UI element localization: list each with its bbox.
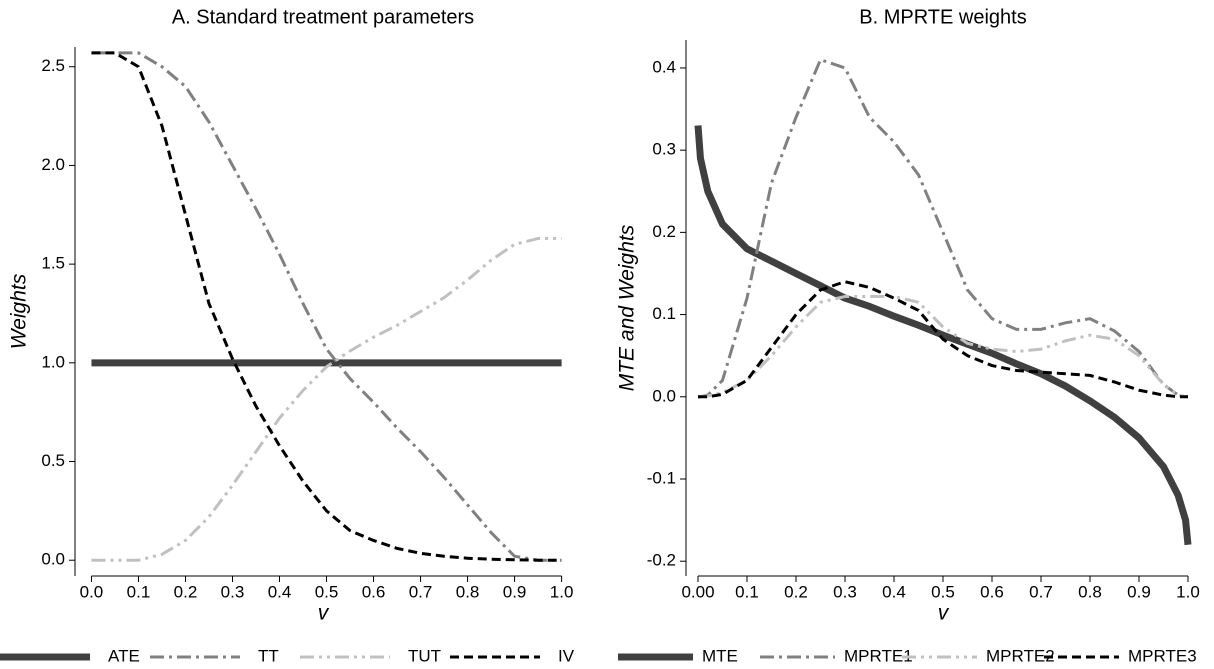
y-tick-label: 0.4 bbox=[652, 57, 676, 76]
x-tick-label: 0.9 bbox=[1127, 582, 1151, 601]
x-tick-label: 0.0 bbox=[80, 582, 104, 601]
legend-label: IV bbox=[558, 646, 575, 665]
y-tick-label: 2.5 bbox=[41, 56, 65, 75]
series-line bbox=[91, 51, 562, 562]
x-tick-label: 0.4 bbox=[268, 582, 292, 601]
legend-label: ATE bbox=[108, 646, 140, 665]
x-tick-label: 0.5 bbox=[315, 582, 339, 601]
x-tick-label: 0.2 bbox=[784, 582, 808, 601]
chart-title: A. Standard treatment parameters bbox=[172, 6, 474, 28]
x-axis-title: v bbox=[318, 602, 330, 625]
legend-label: MPRTE2 bbox=[986, 646, 1055, 665]
y-tick-label: 1.0 bbox=[41, 352, 65, 371]
series-line bbox=[698, 294, 1188, 399]
legend-label: TUT bbox=[408, 646, 441, 665]
x-tick-label: 0.3 bbox=[221, 582, 245, 601]
x-tick-label: 0.2 bbox=[174, 582, 198, 601]
series-line bbox=[698, 57, 1188, 399]
x-tick-label: 0.8 bbox=[456, 582, 480, 601]
y-tick-label: -0.1 bbox=[647, 468, 676, 487]
y-axis-title: MTE and Weights bbox=[616, 224, 639, 391]
x-tick-label: 1.0 bbox=[1176, 582, 1200, 601]
y-tick-label: 0.0 bbox=[41, 550, 65, 569]
y-axis-title: Weights bbox=[8, 273, 31, 349]
y-tick-label: 0.1 bbox=[652, 304, 676, 323]
x-tick-label: 0.1 bbox=[127, 582, 151, 601]
x-tick-label: 0.6 bbox=[362, 582, 386, 601]
x-tick-label: 0.7 bbox=[1029, 582, 1053, 601]
legend-label: MPRTE3 bbox=[1128, 646, 1197, 665]
y-tick-label: 0.0 bbox=[652, 386, 676, 405]
x-axis-title: v bbox=[938, 602, 950, 625]
y-tick-label: 2.0 bbox=[41, 155, 65, 174]
x-tick-label: 0.9 bbox=[503, 582, 527, 601]
series-line bbox=[694, 125, 1192, 546]
series-line bbox=[91, 51, 562, 562]
y-tick-label: 0.3 bbox=[652, 140, 676, 159]
legend-label: MTE bbox=[702, 646, 738, 665]
y-tick-label: 0.5 bbox=[41, 451, 65, 470]
x-tick-label: 0.7 bbox=[409, 582, 433, 601]
y-tick-label: -0.2 bbox=[647, 551, 676, 570]
x-tick-label: 0.4 bbox=[882, 582, 906, 601]
x-tick-label: 0.8 bbox=[1078, 582, 1102, 601]
legend-label: TT bbox=[258, 646, 279, 665]
chart-title: B. MPRTE weights bbox=[859, 6, 1026, 28]
x-tick-label: 1.0 bbox=[550, 582, 574, 601]
series-line bbox=[698, 280, 1188, 399]
x-tick-label: 0.1 bbox=[735, 582, 759, 601]
y-tick-label: 1.5 bbox=[41, 254, 65, 273]
x-tick-label: 0.6 bbox=[980, 582, 1004, 601]
x-tick-label: 0.5 bbox=[931, 582, 955, 601]
y-tick-label: 0.2 bbox=[652, 222, 676, 241]
x-tick-label: 0.00 bbox=[681, 582, 714, 601]
x-tick-label: 0.3 bbox=[833, 582, 857, 601]
series-line bbox=[91, 236, 562, 562]
legend-label: MPRTE1 bbox=[844, 646, 913, 665]
